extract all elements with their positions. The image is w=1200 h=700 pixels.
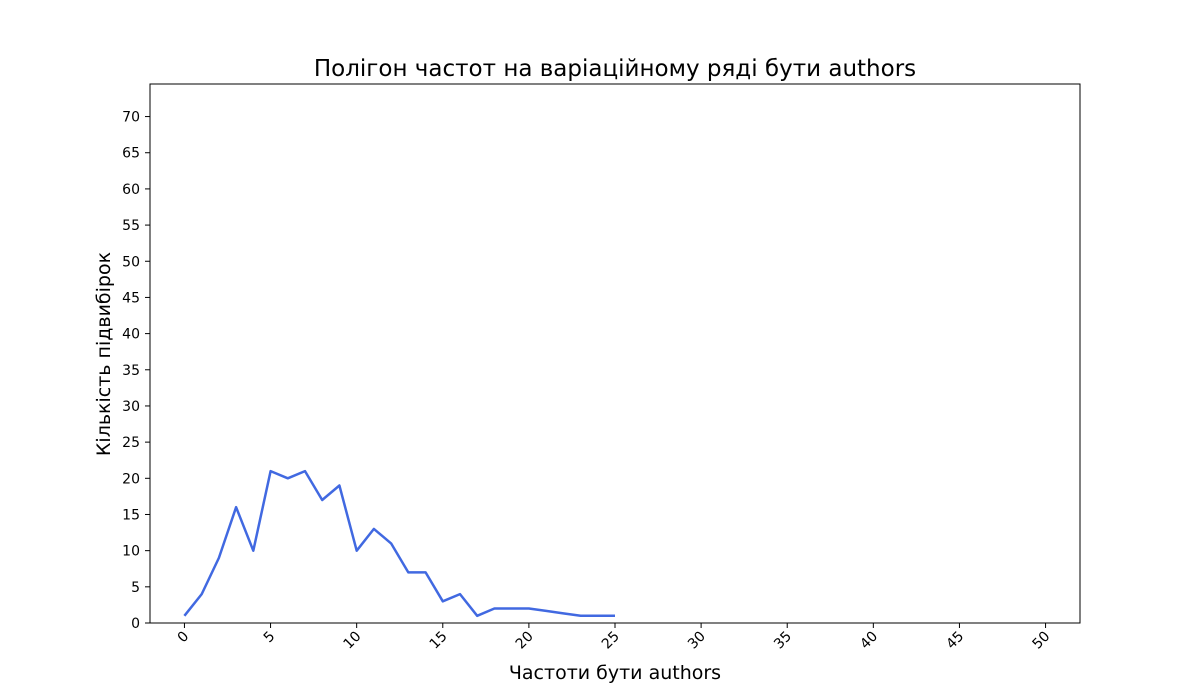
y-tick-label: 70 bbox=[122, 110, 140, 126]
y-tick-label: 60 bbox=[122, 182, 140, 198]
y-tick-label: 45 bbox=[122, 290, 140, 306]
y-tick-label: 5 bbox=[131, 580, 140, 596]
x-tick-label: 10 bbox=[341, 629, 365, 653]
x-tick-label: 50 bbox=[1029, 629, 1053, 653]
y-tick-label: 50 bbox=[122, 254, 140, 270]
y-axis-label: Кількість підвибірок bbox=[93, 252, 115, 456]
x-tick-label: 20 bbox=[513, 629, 537, 653]
x-tick-label: 0 bbox=[175, 629, 193, 647]
y-tick-label: 25 bbox=[122, 435, 140, 451]
x-tick-label: 25 bbox=[599, 629, 623, 653]
series-line bbox=[183, 469, 615, 618]
x-tick-label: 5 bbox=[261, 629, 279, 647]
x-axis-label: Частоти бути authors bbox=[509, 662, 721, 684]
x-tick-label: 40 bbox=[857, 629, 881, 653]
y-tick-label: 0 bbox=[131, 616, 140, 632]
chart-title: Полігон частот на варіаційному ряді бути… bbox=[314, 56, 916, 82]
y-tick-label: 65 bbox=[122, 146, 140, 162]
y-tick-label: 30 bbox=[122, 399, 140, 415]
y-tick-label: 35 bbox=[122, 363, 140, 379]
x-tick-label: 35 bbox=[771, 629, 795, 653]
x-tick-label: 45 bbox=[943, 629, 967, 653]
x-tick-label: 15 bbox=[427, 629, 451, 653]
y-tick-label: 40 bbox=[122, 327, 140, 343]
y-axis: 0 5 10 15 20 25 30 35 40 45 50 55 60 65 70 bbox=[122, 110, 150, 632]
y-tick-label: 20 bbox=[122, 471, 140, 487]
x-axis: 0 5 10 15 20 25 30 35 40 45 50 bbox=[175, 623, 1053, 653]
y-tick-label: 10 bbox=[122, 544, 140, 560]
y-tick-label: 15 bbox=[122, 507, 140, 523]
plot-area bbox=[149, 83, 1081, 624]
x-tick-label: 30 bbox=[685, 629, 709, 653]
y-tick-label: 55 bbox=[122, 218, 140, 234]
series-layer bbox=[183, 469, 615, 618]
